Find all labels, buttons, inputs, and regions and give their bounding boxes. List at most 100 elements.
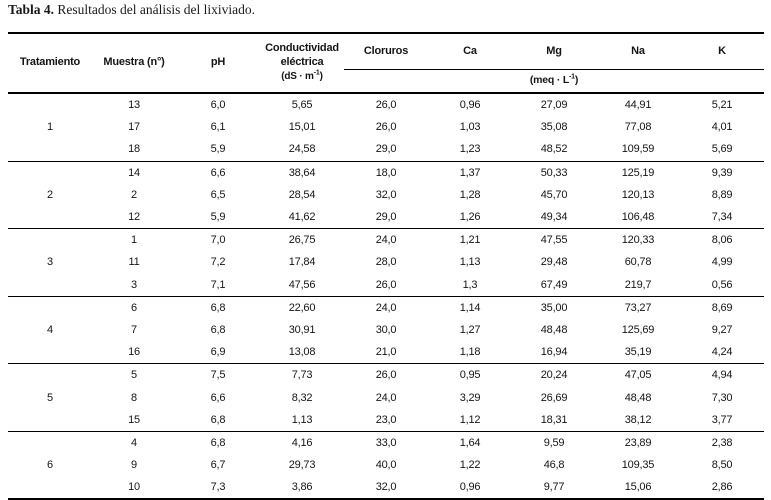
cell-ca: 1,64	[459, 436, 481, 449]
cell-ph: 7,3	[210, 481, 226, 494]
cell-cloruros: 18,0	[375, 166, 397, 179]
cell-ca: 1,37	[459, 166, 481, 179]
table-row: 8 6,6 8,32 24,0 3,29 26,69 48,48 7,30	[8, 386, 764, 408]
table-header: Tratamiento Muestra (n°) pH Conductivida…	[8, 33, 764, 93]
cell-mg: 67,49	[540, 278, 568, 291]
cell-cloruros: 26,0	[375, 121, 397, 134]
cell-ca: 0,96	[459, 99, 481, 112]
table-row: 2 6,5 28,54 32,0 1,28 45,70 120,13 8,89	[8, 184, 764, 206]
cell-cloruros: 40,0	[375, 459, 397, 472]
cell-cloruros: 24,0	[375, 234, 397, 247]
col-header-ca: Ca	[428, 33, 512, 70]
cell-cloruros: 28,0	[375, 256, 397, 269]
cell-ph: 6,1	[210, 121, 226, 134]
cell-ph: 6,5	[210, 188, 226, 201]
meq-unit-base: (meq · L	[529, 74, 570, 87]
cell-cloruros: 33,0	[375, 436, 397, 449]
cell-ph: 7,5	[210, 369, 226, 382]
conductividad-unit-base: (dS · m	[281, 70, 314, 82]
cell-na: 15,06	[624, 481, 652, 494]
cell-muestra: 4	[131, 436, 137, 449]
table-row: 18 5,9 24,58 29,0 1,23 48,52 109,59 5,69	[8, 138, 764, 161]
cell-mg: 45,70	[540, 188, 568, 201]
cell-k: 8,06	[711, 234, 733, 247]
cell-ph: 5,9	[210, 143, 226, 156]
cell-cloruros: 26,0	[375, 369, 397, 382]
cell-mg: 46,8	[543, 459, 565, 472]
cell-ca: 1,26	[459, 211, 481, 224]
cell-na: 44,91	[624, 99, 652, 112]
cell-tratamiento: 4	[47, 323, 53, 336]
cell-mg: 35,08	[540, 121, 568, 134]
cell-ph: 6,8	[210, 301, 226, 314]
cell-ph: 5,9	[210, 211, 226, 224]
cell-k: 4,24	[711, 346, 733, 359]
cell-cloruros: 21,0	[375, 346, 397, 359]
col-header-k: K	[680, 33, 764, 70]
cell-conductividad: 3,86	[291, 481, 313, 494]
cell-mg: 50,33	[540, 166, 568, 179]
cell-cloruros: 26,0	[375, 99, 397, 112]
cell-conductividad: 30,91	[288, 323, 316, 336]
cell-k: 8,69	[711, 301, 733, 314]
table-row: 15 6,8 1,13 23,0 1,12 18,31 38,12 3,77	[8, 409, 764, 432]
cell-na: 77,08	[624, 121, 652, 134]
cell-ca: 1,18	[459, 346, 481, 359]
cell-ca: 1,03	[459, 121, 481, 134]
cell-na: 120,13	[621, 188, 655, 201]
cell-ph: 6,9	[210, 346, 226, 359]
cell-mg: 20,24	[540, 369, 568, 382]
table-caption: Tabla 4. Resultados del análisis del lix…	[8, 2, 255, 18]
cell-na: 120,33	[621, 234, 655, 247]
cell-conductividad: 38,64	[288, 166, 316, 179]
cell-k: 4,94	[711, 369, 733, 382]
cell-cloruros: 29,0	[375, 211, 397, 224]
cell-ph: 7,0	[210, 234, 226, 247]
cell-mg: 9,59	[543, 436, 565, 449]
cell-mg: 48,48	[540, 323, 568, 336]
cell-ca: 1,21	[459, 234, 481, 247]
cell-cloruros: 32,0	[375, 188, 397, 201]
meq-unit-close: )	[574, 74, 579, 87]
cell-k: 2,86	[711, 481, 733, 494]
cell-muestra: 17	[128, 121, 140, 134]
cell-muestra: 18	[128, 143, 140, 156]
cell-conductividad: 47,56	[288, 278, 316, 291]
table-row: 3 1 7,0 26,75 24,0 1,21 47,55 120,33 8,0…	[8, 229, 764, 268]
table-row: 3 7,1 47,56 26,0 1,3 67,49 219,7 0,56	[8, 274, 764, 297]
cell-cloruros: 24,0	[375, 301, 397, 314]
cell-k: 5,21	[711, 99, 733, 112]
col-header-tratamiento: Tratamiento	[19, 56, 81, 69]
cell-cloruros: 32,0	[375, 481, 397, 494]
col-header-mg: Mg	[512, 33, 596, 70]
header-row: Tratamiento Muestra (n°) pH Conductivida…	[8, 33, 764, 82]
cell-ca: 1,3	[462, 278, 478, 291]
cell-k: 4,99	[711, 256, 733, 269]
cell-ca: 1,12	[459, 413, 481, 426]
table-row: 10 7,3 3,86 32,0 0,96 9,77 15,06 2,86	[8, 476, 764, 499]
cell-conductividad: 4,16	[291, 436, 313, 449]
cell-ca: 1,27	[459, 323, 481, 336]
col-header-muestra: Muestra (n°)	[103, 56, 165, 69]
cell-ph: 7,2	[210, 256, 226, 269]
conductividad-unit: (dS · m-1)	[281, 70, 323, 82]
cell-mg: 18,31	[540, 413, 568, 426]
cell-na: 47,05	[624, 369, 652, 382]
table-row: 11 7,2 17,84 28,0 1,13 29,48 60,78 4,99	[8, 251, 764, 273]
cell-conductividad: 5,65	[291, 99, 313, 112]
cell-na: 60,78	[624, 256, 652, 269]
cell-na: 23,89	[624, 436, 652, 449]
cell-ph: 6,7	[210, 459, 226, 472]
cell-muestra: 13	[128, 99, 140, 112]
cell-k: 7,34	[711, 211, 733, 224]
table-row: 4 6 6,8 22,60 24,0 1,14 35,00 73,27 8,69	[8, 296, 764, 336]
cell-ca: 1,23	[459, 143, 481, 156]
cell-na: 73,27	[624, 301, 652, 314]
cell-muestra: 12	[128, 211, 140, 224]
cell-ph: 6,8	[210, 323, 226, 336]
cell-ph: 6,8	[210, 413, 226, 426]
cell-muestra: 5	[131, 369, 137, 382]
meq-unit-exponent: -1	[569, 73, 575, 81]
cell-ph: 6,6	[210, 391, 226, 404]
